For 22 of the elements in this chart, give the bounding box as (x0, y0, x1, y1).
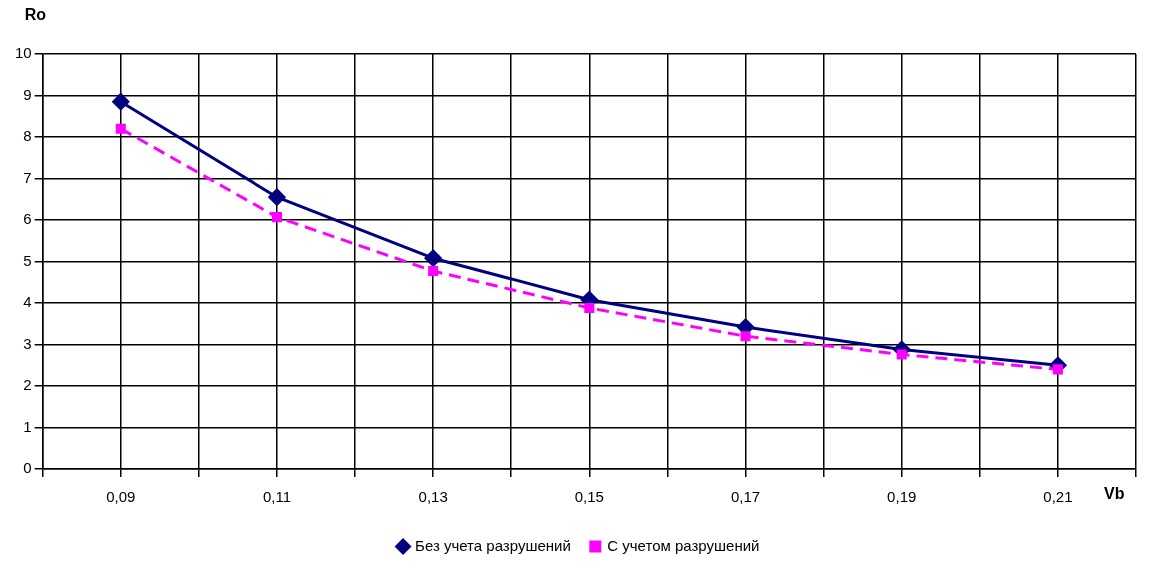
x-tick-label: 0,19 (887, 488, 917, 506)
y-tick-label: 7 (23, 168, 32, 186)
y-axis-title: Ro (24, 6, 47, 24)
x-tick-label: 0,09 (106, 488, 136, 506)
x-tick-label: 0,15 (574, 488, 604, 506)
y-tick-label: 4 (23, 293, 32, 311)
y-tick-label: 2 (23, 376, 32, 394)
x-tick-label: 0,17 (730, 488, 761, 506)
y-tick-label: 6 (23, 210, 32, 228)
y-tick-label: 0 (23, 459, 32, 477)
x-tick-label: 0,13 (418, 488, 448, 506)
legend-label: Без учета разрушений (415, 536, 571, 554)
x-tick-label: 0,11 (262, 488, 292, 506)
x-tick-label: 0,21 (1043, 488, 1073, 506)
y-tick-label: 1 (23, 417, 32, 435)
y-tick-label: 5 (23, 251, 32, 269)
y-tick-label: 10 (15, 44, 32, 62)
legend-label: С учетом разрушений (607, 536, 760, 554)
x-axis-title: Vb (1104, 485, 1125, 503)
y-tick-label: 9 (23, 85, 32, 103)
y-tick-label: 8 (23, 127, 32, 145)
y-tick-label: 3 (23, 334, 32, 352)
